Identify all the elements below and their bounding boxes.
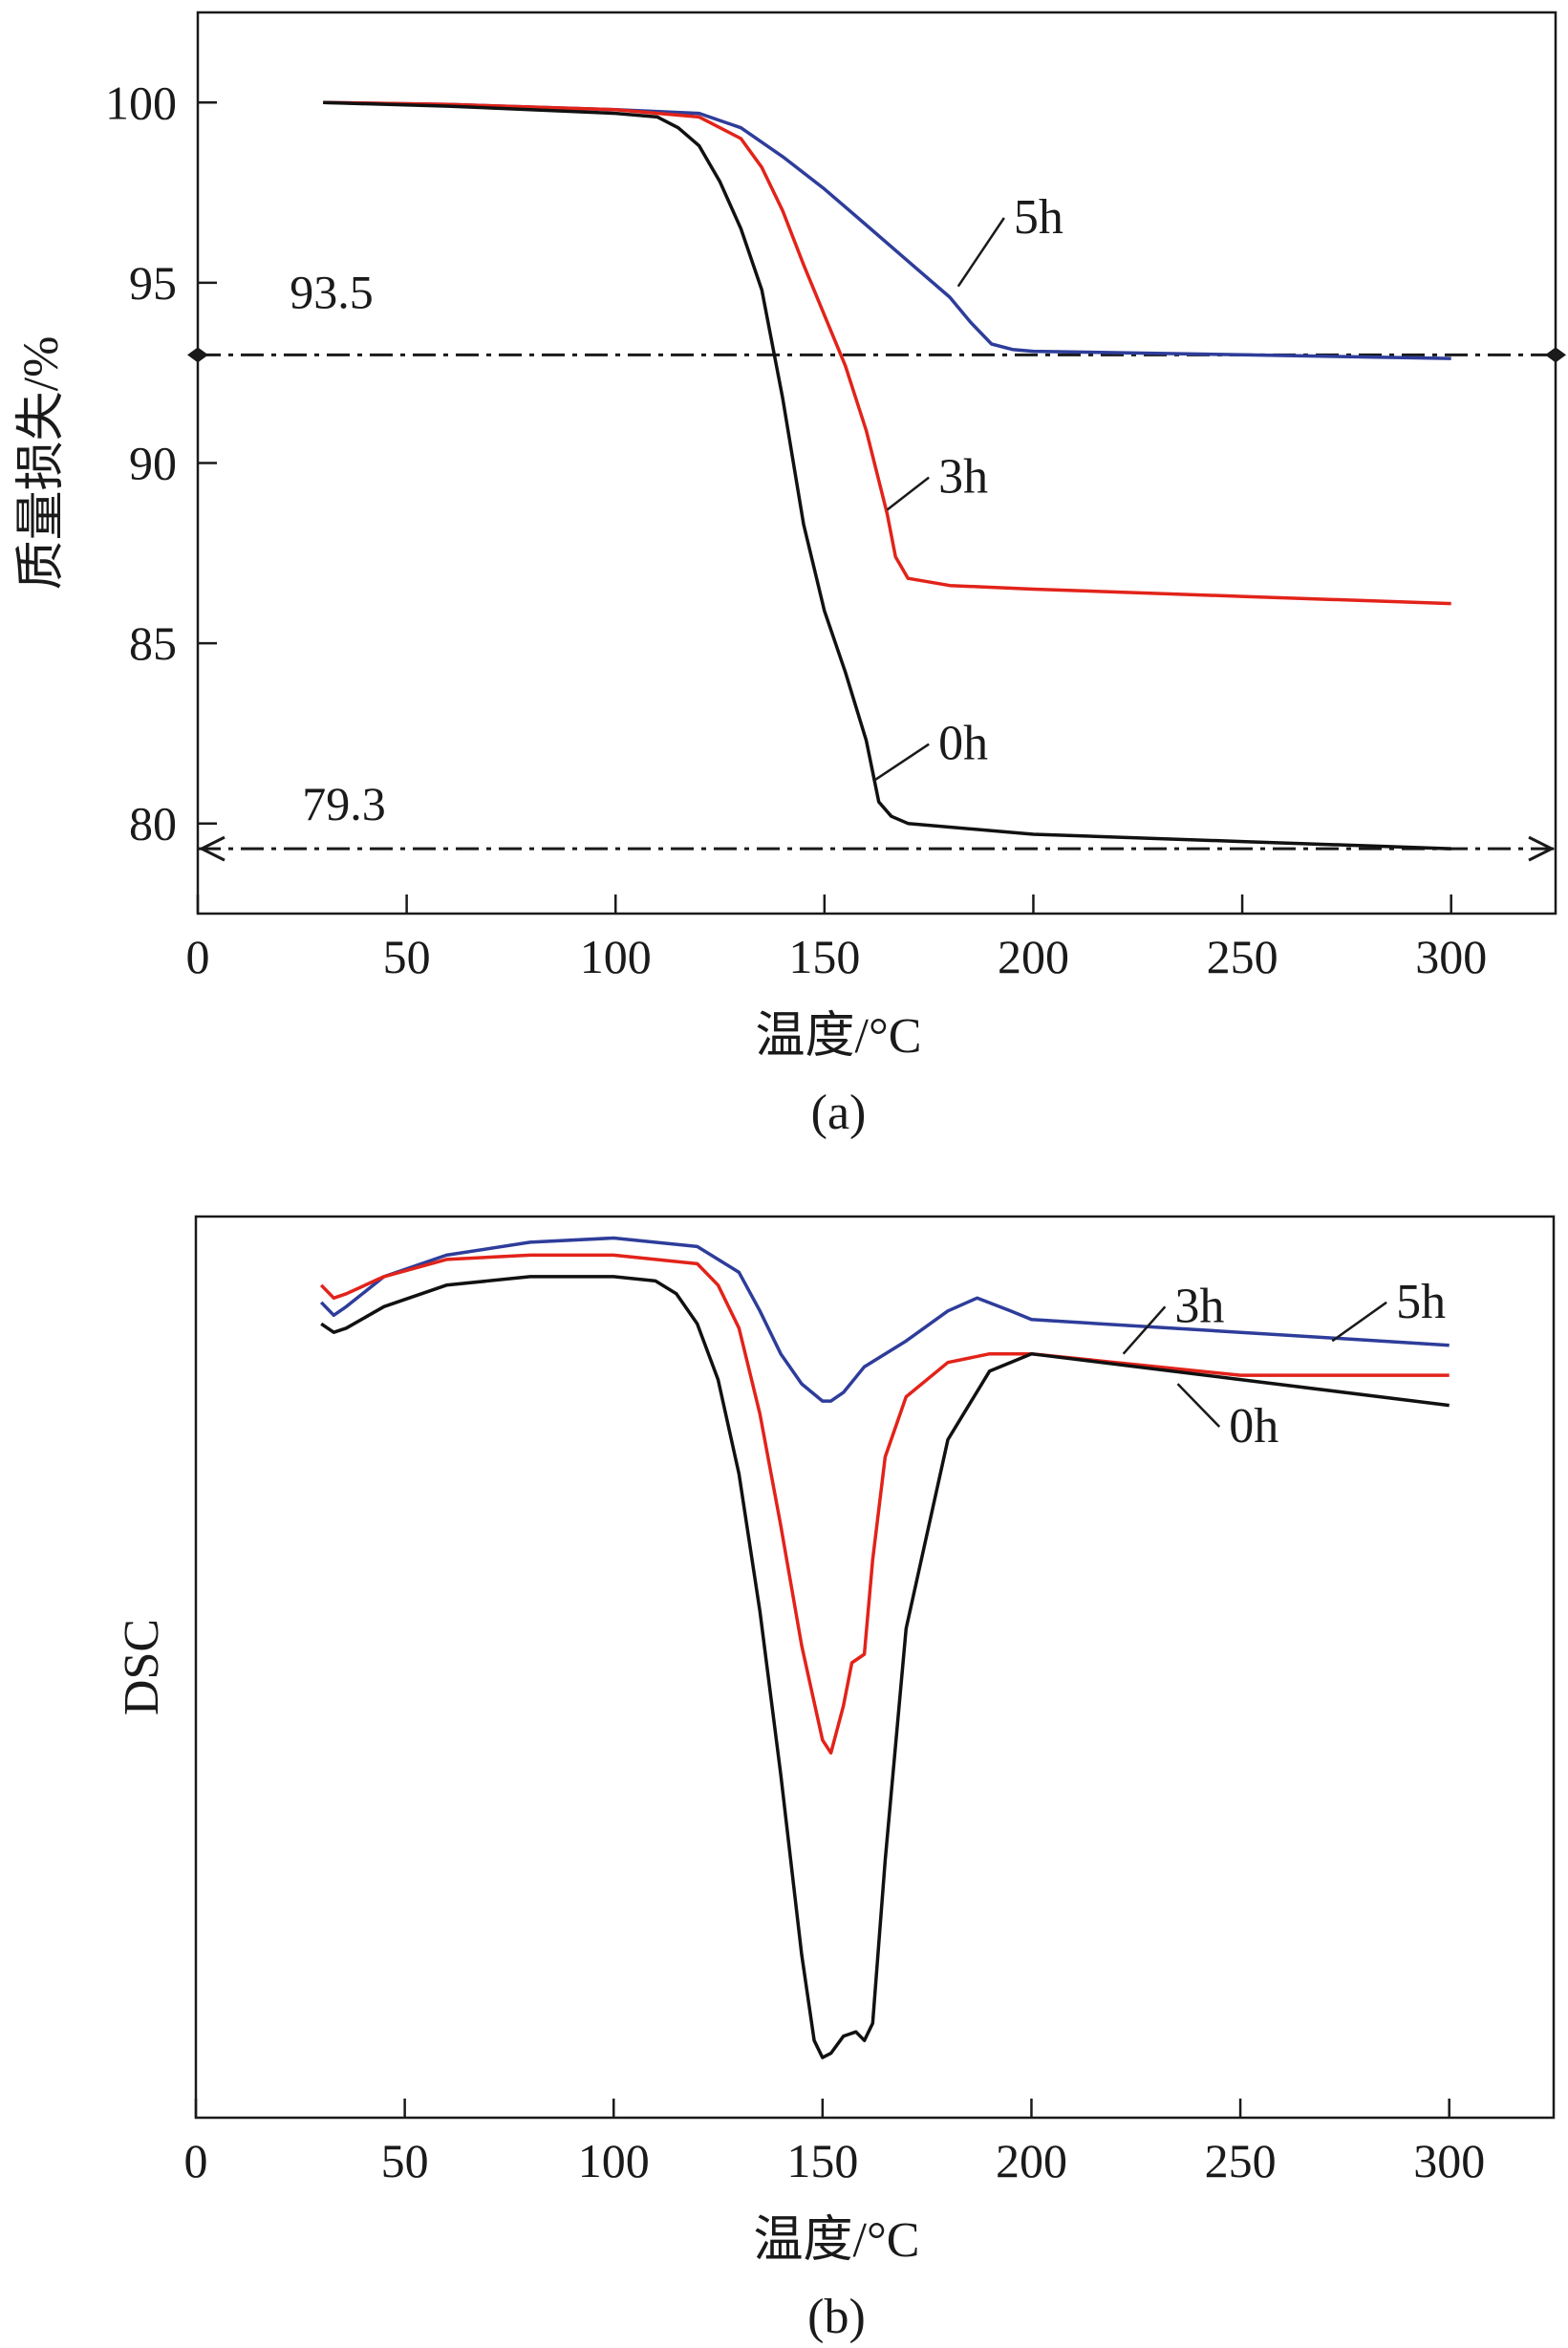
series-label-0h: 0h: [938, 717, 988, 771]
series-line-0h: [320, 1275, 1450, 2059]
x-tick-label: 250: [1207, 930, 1278, 983]
series-line-0h: [323, 100, 1451, 851]
series-leader-3h: [1122, 1305, 1167, 1355]
y-tick-label: 95: [129, 256, 177, 310]
y-tick-label: 80: [129, 797, 177, 851]
series-line-3h: [319, 1253, 1450, 1756]
panel-caption: (a): [811, 1086, 867, 1140]
series-leader-3h: [886, 476, 930, 511]
panel-a: 0 50 100 150 200 250 300 80 85 90 95 100 温度/°C 质量损失/%…: [14, 11, 1566, 1140]
reference-marker-right: [1545, 347, 1566, 363]
x-tick-label: 100: [580, 930, 652, 983]
series-label-3h: 3h: [938, 450, 988, 505]
series-label-0h: 0h: [1229, 1399, 1278, 1454]
series-line-5h: [323, 100, 1451, 360]
x-tick-label: 150: [786, 2134, 858, 2187]
x-tick-label: 200: [998, 930, 1069, 983]
x-axis-title: 温度/°C: [756, 1009, 922, 1064]
series-line-3h: [323, 100, 1451, 606]
x-tick-label: 50: [381, 2134, 429, 2187]
reference-value-label: 79.3: [302, 777, 386, 830]
series-leader-5h: [956, 217, 1005, 288]
x-tick-label: 300: [1413, 2134, 1485, 2187]
x-tick-label: 300: [1415, 930, 1487, 983]
y-axis-title: 质量损失/%: [14, 336, 69, 591]
x-tick-label: 200: [996, 2134, 1067, 2187]
y-tick-label: 100: [105, 75, 177, 129]
x-tick-label: 0: [184, 2134, 208, 2187]
x-tick-label: 150: [788, 930, 860, 983]
x-tick-label: 250: [1205, 2134, 1277, 2187]
series-label-5h: 5h: [1396, 1275, 1446, 1329]
x-tick-label: 50: [383, 930, 431, 983]
reference-arrow-left: [198, 835, 226, 862]
reference-arrow-right: [1528, 835, 1556, 862]
series-leader-5h: [1331, 1301, 1387, 1343]
panel-b: 0 50 100 150 200 250 300 温度/°C DSC (b) 5h 3h 0h: [115, 1215, 1556, 2344]
panel-caption: (b): [807, 2290, 866, 2344]
x-tick-label: 0: [186, 930, 210, 983]
series-leader-0h: [1176, 1383, 1221, 1428]
reference-value-label: 93.5: [290, 265, 374, 318]
series-leader-0h: [873, 743, 930, 782]
x-axis-title: 温度/°C: [754, 2213, 920, 2268]
series-line-5h: [319, 1236, 1450, 1403]
series-label-5h: 5h: [1014, 190, 1063, 245]
y-tick-label: 85: [129, 616, 177, 670]
x-tick-label: 100: [578, 2134, 650, 2187]
y-axis-title: DSC: [115, 1619, 169, 1715]
y-tick-label: 90: [129, 437, 177, 490]
reference-marker-left: [187, 347, 208, 363]
series-label-3h: 3h: [1174, 1279, 1224, 1333]
plot-frame: [194, 1215, 1556, 2120]
